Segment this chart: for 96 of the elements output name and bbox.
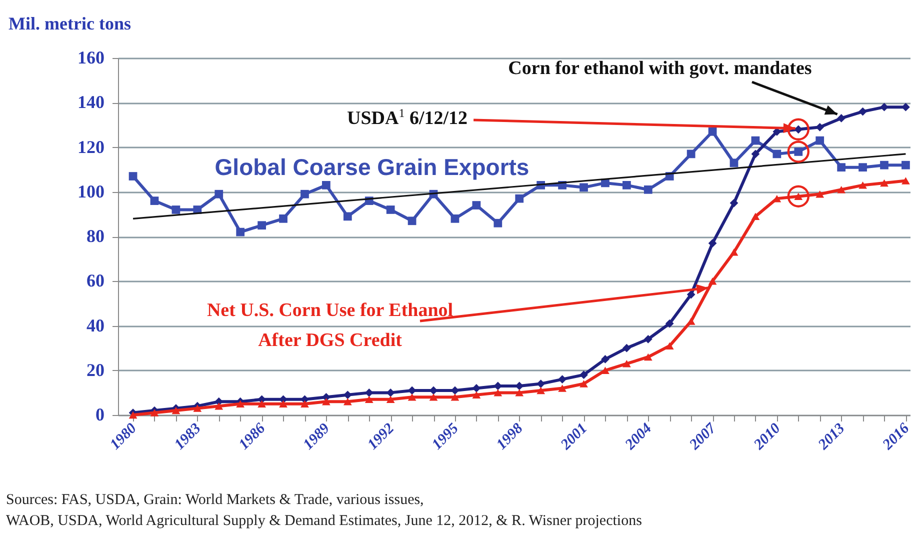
point	[364, 396, 374, 404]
point	[279, 400, 288, 408]
point	[429, 394, 438, 401]
point	[601, 355, 610, 364]
point	[408, 216, 416, 226]
point	[193, 404, 202, 412]
point	[751, 136, 760, 145]
point	[772, 150, 782, 158]
point	[858, 182, 867, 189]
point	[214, 190, 224, 198]
point	[258, 221, 266, 230]
point	[686, 290, 696, 299]
point	[580, 380, 588, 388]
point	[686, 150, 696, 158]
point	[150, 409, 159, 416]
point	[386, 206, 395, 214]
point	[558, 375, 566, 384]
point	[730, 248, 738, 256]
point	[601, 366, 610, 374]
point	[644, 334, 652, 344]
point	[236, 228, 245, 236]
y-tick-label: 80	[86, 226, 104, 246]
point	[880, 102, 888, 112]
point	[644, 185, 652, 194]
point	[236, 400, 245, 408]
y-tick-label: 0	[96, 404, 104, 424]
point	[172, 406, 180, 414]
point	[730, 158, 738, 168]
point	[450, 394, 460, 401]
point	[300, 400, 309, 408]
point	[858, 107, 867, 116]
point	[536, 386, 546, 394]
point	[515, 389, 524, 396]
point	[214, 402, 224, 410]
source-note: Sources: FAS, USDA, Grain: World Markets & Trade, various issues,	[6, 491, 425, 510]
point	[622, 344, 631, 352]
point	[644, 353, 652, 361]
point	[300, 190, 309, 198]
point	[858, 163, 867, 172]
point	[816, 122, 824, 132]
point	[837, 163, 846, 172]
point	[708, 127, 717, 136]
point	[558, 384, 566, 392]
y-tick-label: 60	[86, 270, 104, 291]
point	[279, 214, 288, 223]
point	[665, 319, 674, 328]
point	[494, 218, 502, 228]
point	[408, 394, 416, 401]
point	[902, 102, 910, 112]
point	[172, 206, 180, 214]
point	[751, 150, 760, 158]
point	[343, 398, 352, 406]
point	[880, 160, 888, 170]
text: Net U.S. Corn Use for Ethanol After DGS Credit	[206, 300, 454, 351]
point	[472, 384, 481, 392]
point	[837, 186, 846, 194]
text: WAOB, USDA, World Agricultural Supply & Demand Estimates, June 12, 2012, & R. Wisner projections	[6, 512, 642, 531]
point	[258, 400, 266, 408]
point	[816, 136, 824, 145]
y-tick-label: 140	[78, 92, 104, 112]
point	[515, 194, 524, 203]
point	[580, 370, 588, 380]
point	[902, 160, 910, 170]
point	[494, 389, 502, 396]
point	[622, 360, 631, 368]
point	[128, 172, 138, 180]
y-axis-title: Mil. metric tons	[8, 14, 131, 34]
point	[708, 239, 717, 248]
point	[880, 179, 888, 187]
y-tick-label: 100	[78, 181, 104, 202]
y-tick-label: 20	[86, 360, 104, 380]
point	[622, 181, 631, 190]
y-tick-label: 40	[86, 315, 104, 336]
point	[450, 214, 460, 223]
point	[816, 190, 824, 198]
point	[730, 198, 738, 208]
series-label: Global Coarse Grain Exports	[214, 154, 530, 180]
point	[751, 212, 760, 220]
point	[837, 114, 846, 122]
point	[343, 212, 352, 221]
point	[902, 177, 910, 184]
point	[128, 411, 138, 419]
point	[322, 398, 330, 406]
point	[580, 183, 588, 192]
y-tick-label: 160	[78, 48, 104, 68]
point	[536, 380, 546, 388]
point	[472, 201, 481, 210]
y-tick-label: 120	[78, 136, 104, 157]
text: Corn for ethanol with govt. mandates	[508, 58, 812, 79]
point	[386, 396, 395, 404]
point	[150, 196, 159, 205]
point	[708, 278, 717, 285]
point	[322, 181, 330, 190]
annotation: USDA$^{1}$ 6/12/12	[347, 106, 468, 129]
point	[665, 342, 674, 350]
point	[472, 391, 481, 399]
